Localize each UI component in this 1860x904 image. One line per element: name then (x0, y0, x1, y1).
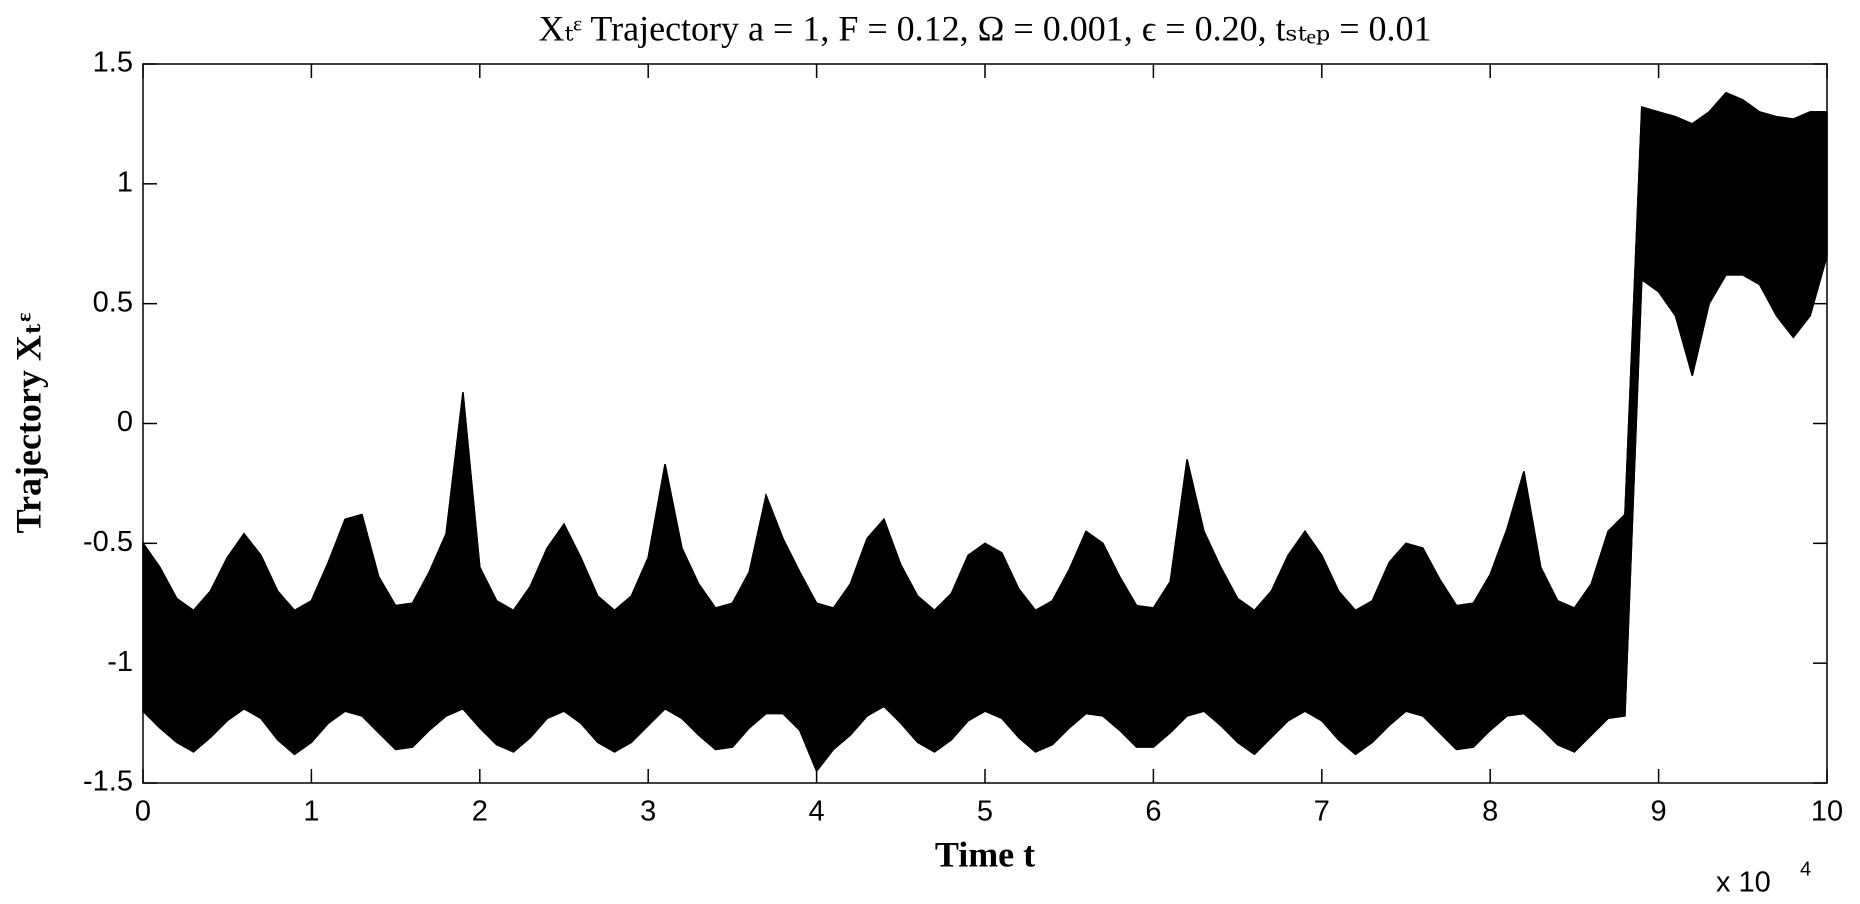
y-tick-label: 1.5 (93, 47, 133, 79)
x-tick-label: 1 (303, 796, 319, 828)
x-tick-label: 6 (1145, 796, 1161, 828)
y-tick-label: 0.5 (93, 286, 133, 318)
x-scale-exponent: 4 (1800, 858, 1811, 880)
y-axis-label: Trajectory Xₜᵋ (8, 313, 48, 534)
x-axis-label: Time t (935, 834, 1035, 874)
x-tick-label: 8 (1482, 796, 1498, 828)
x-tick-label: 3 (640, 796, 656, 828)
y-tick-label: -0.5 (83, 526, 133, 558)
y-tick-label: -1.5 (83, 766, 133, 798)
x-tick-label: 10 (1811, 796, 1843, 828)
x-scale-label: x 10 (1716, 867, 1771, 899)
x-tick-label: 0 (135, 796, 151, 828)
x-tick-label: 5 (977, 796, 993, 828)
y-tick-label: 1 (117, 166, 133, 198)
y-tick-label: 0 (117, 406, 133, 438)
chart-title: Xₜᵋ Trajectory a = 1, F = 0.12, Ω = 0.00… (538, 8, 1431, 48)
trajectory-envelope (142, 91, 1827, 612)
trajectory-envelope (142, 255, 1828, 773)
y-tick-label: -1 (107, 646, 133, 678)
x-tick-label: 7 (1314, 796, 1330, 828)
x-tick-label: 9 (1651, 796, 1667, 828)
x-tick-label: 4 (809, 796, 825, 828)
x-tick-label: 2 (472, 796, 488, 828)
